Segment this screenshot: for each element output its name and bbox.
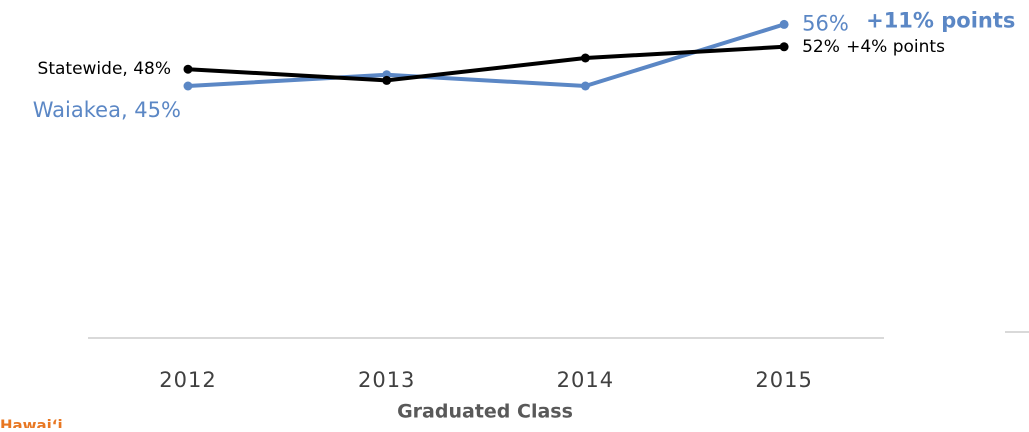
footer-logo: Hawai‘i <box>0 417 63 429</box>
series-line <box>187 44 785 83</box>
point <box>382 75 392 85</box>
point <box>580 53 590 63</box>
series-line <box>187 22 785 89</box>
change-label: +4% points <box>846 37 945 57</box>
point <box>183 81 193 91</box>
x-tick-label: 2012 <box>159 368 216 392</box>
data-label: 52% <box>802 37 840 57</box>
x-tick-label: 2014 <box>557 368 614 392</box>
x-axis-title: Graduated Class <box>397 401 573 423</box>
x-tick-label: 2013 <box>358 368 415 392</box>
x-tick-label: 2015 <box>755 368 812 392</box>
point <box>580 81 590 91</box>
point <box>779 42 789 52</box>
change-label: +11% points <box>866 8 1015 32</box>
data-label: 56% <box>802 11 849 35</box>
point <box>779 19 789 29</box>
point <box>183 64 193 74</box>
data-label: Waiakea, 45% <box>33 98 181 122</box>
data-label: Statewide, 48% <box>38 59 171 79</box>
